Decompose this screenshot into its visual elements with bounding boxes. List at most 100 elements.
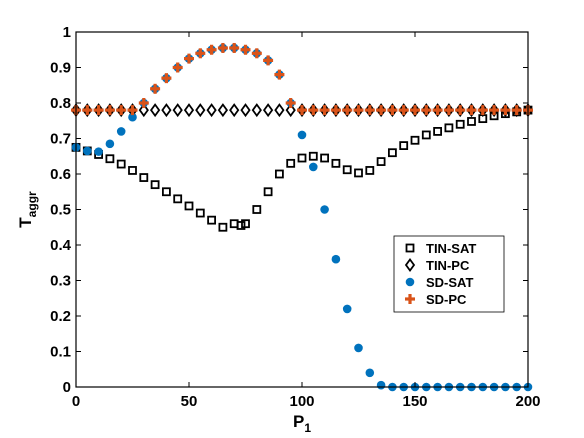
y-axis-label: Taggr [16,191,39,228]
data-point [94,147,103,156]
data-point [330,105,341,116]
y-tick-label: 0.6 [50,166,71,183]
data-point [342,165,352,175]
data-point [297,130,307,140]
data-point [236,221,246,230]
data-point [116,127,126,136]
data-point [172,103,183,118]
data-point [150,83,161,94]
data-point [251,48,262,59]
data-point [455,119,465,129]
data-point [409,103,421,118]
data-point [104,103,116,118]
x-tick-label: 100 [289,393,314,410]
y-tick-label: 0.4 [50,237,72,254]
data-point [161,187,171,197]
y-tick-label: 0.8 [50,95,71,112]
y-tick-label: 0.3 [50,273,71,290]
data-point [297,153,307,163]
data-point [342,304,352,314]
data-point [240,44,251,55]
ticks-layer: 0 50 100 150 200 0 0.1 0.2 0.3 0.4 0.5 0.6 0.7 0.8 0.9… [50,24,540,410]
data-point [241,219,250,229]
data-point [116,105,127,116]
data-point [375,103,387,118]
data-point [308,151,318,161]
x-axis-label-sub: 1 [304,421,311,435]
data-point [398,103,409,118]
data-point [364,103,375,118]
data-point [342,103,353,118]
data-point [353,103,364,118]
y-tick-label: 0 [63,379,71,396]
legend-item: TIN-PC [404,257,470,273]
data-point [342,105,353,116]
data-point [82,105,93,116]
x-tick-label: 0 [72,393,80,410]
data-point [309,162,318,172]
data-point [195,48,206,59]
y-axis-label-sub: aggr [25,191,39,217]
data-point [116,159,126,169]
y-tick-label: 0.5 [50,202,71,219]
data-point [105,139,115,149]
data-point [489,105,500,116]
data-point [285,103,296,118]
data-point [376,157,386,166]
data-point [206,103,217,118]
data-point [364,105,375,116]
data-point [93,105,104,116]
data-point [263,55,274,66]
data-point [443,105,454,116]
y-tick-label: 1 [63,24,71,41]
data-point [432,103,443,118]
data-point [500,105,511,116]
data-point [319,105,330,116]
data-point [308,105,319,116]
legend-label: SD-SAT [426,275,473,290]
legend-label: TIN-PC [426,258,470,273]
data-point [105,154,115,164]
data-point [376,105,387,116]
data-point [399,141,409,151]
data-point [195,208,205,218]
data-point [466,103,477,118]
legend-marker [405,243,415,253]
data-point [296,103,308,118]
data-point [127,105,138,116]
legend-marker [404,257,416,273]
data-point [387,105,398,116]
data-point [433,127,443,136]
data-point [432,105,443,116]
data-point [274,169,284,179]
data-point [217,103,229,118]
data-point [410,105,420,116]
data-point [184,201,194,211]
data-point [262,103,274,118]
data-point [477,105,488,116]
data-point [252,205,262,214]
data-point [455,105,466,116]
data-point [138,98,149,108]
data-point [116,103,127,118]
data-point [274,103,285,118]
data-point [93,103,104,118]
legend-item: SD-PC [405,292,467,307]
legend-marker [405,294,415,304]
data-point [128,112,137,122]
x-tick-label: 150 [402,393,427,410]
data-point [477,103,488,118]
data-point [331,158,341,168]
x-tick-label: 200 [515,393,540,410]
data-point [161,103,172,118]
data-point [410,135,420,145]
data-point [83,146,92,156]
legend: TIN-SAT TIN-PC SD-SAT SD-PC [393,235,505,313]
y-tick-label: 0.2 [50,308,71,325]
data-point [240,103,251,118]
y-tick-label: 0.1 [50,344,71,361]
legend-label: SD-PC [426,292,467,307]
data-point [195,103,206,118]
data-point [387,103,398,118]
